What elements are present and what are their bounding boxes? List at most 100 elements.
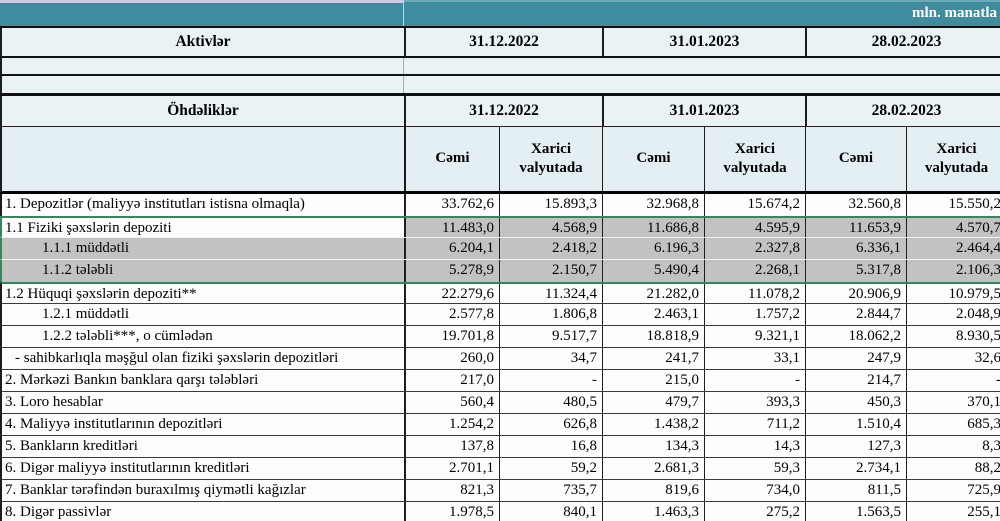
value-cell[interactable]: 11.653,9 xyxy=(805,218,906,237)
value-cell[interactable]: 11.686,8 xyxy=(602,218,704,237)
value-cell[interactable]: 5.278,9 xyxy=(404,260,499,282)
empty-row[interactable] xyxy=(0,58,1000,76)
value-cell[interactable]: 2.701,1 xyxy=(404,458,499,479)
value-cell[interactable]: 2.048,9 xyxy=(906,304,1000,325)
row-label-cell[interactable]: 5. Bankların kreditləri xyxy=(5,438,138,454)
row-label-cell[interactable]: 1. Depozitlər (maliyyə institutları isti… xyxy=(5,196,305,212)
value-cell[interactable]: 2.106,3 xyxy=(906,260,1000,282)
value-cell[interactable]: 11.324,4 xyxy=(499,284,602,303)
subheader-total-cell[interactable]: Cəmi xyxy=(805,127,906,191)
value-cell[interactable]: 19.701,8 xyxy=(404,326,499,347)
assets-date-cell[interactable]: 31.01.2023 xyxy=(602,28,805,56)
value-cell[interactable]: 2.681,3 xyxy=(602,458,704,479)
liabilities-date-cell[interactable]: 28.02.2023 xyxy=(805,96,1000,126)
row-label-cell[interactable]: 7. Banklar tərəfindən buraxılmış qiymətl… xyxy=(5,482,306,498)
subheader-empty-cell[interactable] xyxy=(2,127,404,191)
value-cell[interactable]: 2.418,2 xyxy=(499,238,602,259)
value-cell[interactable]: 33,1 xyxy=(704,348,805,369)
value-cell[interactable]: 2.844,7 xyxy=(805,304,906,325)
value-cell[interactable]: 6.336,1 xyxy=(805,238,906,259)
value-cell[interactable]: 59,3 xyxy=(704,458,805,479)
value-cell[interactable]: 2.734,1 xyxy=(805,458,906,479)
value-cell[interactable]: 10.979,5 xyxy=(906,284,1000,303)
value-cell[interactable]: 275,2 xyxy=(704,502,805,521)
value-cell[interactable]: 15.550,2 xyxy=(906,194,1000,216)
liabilities-title-cell[interactable]: Öhdəliklər xyxy=(167,102,239,119)
value-cell[interactable]: 9.517,7 xyxy=(499,326,602,347)
liabilities-date-cell[interactable]: 31.12.2022 xyxy=(404,96,602,126)
value-cell[interactable]: 2.577,8 xyxy=(404,304,499,325)
value-cell[interactable]: 560,4 xyxy=(404,392,499,413)
value-cell[interactable]: 393,3 xyxy=(704,392,805,413)
value-cell[interactable]: 134,3 xyxy=(602,436,704,457)
value-cell[interactable]: 247,9 xyxy=(805,348,906,369)
row-label-cell[interactable]: 1.2.2 tələbli***, o cümlədən xyxy=(42,328,213,344)
value-cell[interactable]: 2.268,1 xyxy=(704,260,805,282)
value-cell[interactable]: 20.906,9 xyxy=(805,284,906,303)
value-cell[interactable]: 22.279,6 xyxy=(404,284,499,303)
assets-date-cell[interactable]: 31.12.2022 xyxy=(404,28,602,56)
value-cell[interactable]: 725,9 xyxy=(906,480,1000,501)
row-label-cell[interactable]: 1.2.1 müddətli xyxy=(42,306,130,322)
value-cell[interactable]: 811,5 xyxy=(805,480,906,501)
value-cell[interactable]: 2.150,7 xyxy=(499,260,602,282)
row-label-cell[interactable]: 8. Digər passivlər xyxy=(5,504,112,520)
value-cell[interactable]: 370,1 xyxy=(906,392,1000,413)
value-cell[interactable]: 1.510,4 xyxy=(805,414,906,435)
value-cell[interactable]: 2.464,4 xyxy=(906,238,1000,259)
value-cell[interactable]: 137,8 xyxy=(404,436,499,457)
value-cell[interactable]: 1.438,2 xyxy=(602,414,704,435)
value-cell[interactable]: 6.204,1 xyxy=(404,238,499,259)
row-label-cell[interactable]: 2. Mərkəzi Bankın banklara qarşı tələblə… xyxy=(5,372,259,388)
value-cell[interactable]: 11.483,0 xyxy=(404,218,499,237)
value-cell[interactable]: 21.282,0 xyxy=(602,284,704,303)
value-cell[interactable]: 1.806,8 xyxy=(499,304,602,325)
value-cell[interactable]: 14,3 xyxy=(704,436,805,457)
row-label-cell[interactable]: 4. Maliyyə institutlarının depozitləri xyxy=(5,416,223,432)
value-cell[interactable]: 5.317,8 xyxy=(805,260,906,282)
value-cell[interactable]: 479,7 xyxy=(602,392,704,413)
value-cell[interactable]: 6.196,3 xyxy=(602,238,704,259)
value-cell[interactable]: 32.560,8 xyxy=(805,194,906,216)
value-cell[interactable]: 34,7 xyxy=(499,348,602,369)
empty-row[interactable] xyxy=(0,76,1000,96)
value-cell[interactable]: 1.757,2 xyxy=(704,304,805,325)
value-cell[interactable]: 59,2 xyxy=(499,458,602,479)
value-cell[interactable]: 255,1 xyxy=(906,502,1000,521)
value-cell[interactable]: 9.321,1 xyxy=(704,326,805,347)
value-cell[interactable]: 1.978,5 xyxy=(404,502,499,521)
row-label-cell[interactable]: 1.1 Fiziki şəxslərin depoziti xyxy=(5,220,172,236)
value-cell[interactable]: 8,3 xyxy=(906,436,1000,457)
value-cell[interactable]: 2.463,1 xyxy=(602,304,704,325)
value-cell[interactable]: 819,6 xyxy=(602,480,704,501)
value-cell[interactable]: 711,2 xyxy=(704,414,805,435)
value-cell[interactable]: 18.818,9 xyxy=(602,326,704,347)
value-cell[interactable]: 626,8 xyxy=(499,414,602,435)
value-cell[interactable]: 2.327,8 xyxy=(704,238,805,259)
value-cell[interactable]: 32,6 xyxy=(906,348,1000,369)
value-cell[interactable]: 16,8 xyxy=(499,436,602,457)
subheader-foreign-cell[interactable]: Xarici valyutada xyxy=(499,127,602,191)
value-cell[interactable]: 685,3 xyxy=(906,414,1000,435)
value-cell[interactable]: 18.062,2 xyxy=(805,326,906,347)
value-cell[interactable]: - xyxy=(499,370,602,391)
row-label-cell[interactable]: 1.1.2 tələbli xyxy=(2,260,404,282)
subheader-total-cell[interactable]: Cəmi xyxy=(602,127,704,191)
value-cell[interactable]: 127,3 xyxy=(805,436,906,457)
value-cell[interactable]: - xyxy=(704,370,805,391)
value-cell[interactable]: 4.568,9 xyxy=(499,218,602,237)
value-cell[interactable]: 33.762,6 xyxy=(404,194,499,216)
value-cell[interactable]: 15.893,3 xyxy=(499,194,602,216)
value-cell[interactable]: 15.674,2 xyxy=(704,194,805,216)
value-cell[interactable]: 821,3 xyxy=(404,480,499,501)
value-cell[interactable]: 4.595,9 xyxy=(704,218,805,237)
value-cell[interactable]: 1.463,3 xyxy=(602,502,704,521)
value-cell[interactable]: 5.490,4 xyxy=(602,260,704,282)
value-cell[interactable]: 480,5 xyxy=(499,392,602,413)
assets-date-cell[interactable]: 28.02.2023 xyxy=(805,28,1000,56)
value-cell[interactable]: 1.254,2 xyxy=(404,414,499,435)
value-cell[interactable]: 8.930,5 xyxy=(906,326,1000,347)
value-cell[interactable]: 4.570,7 xyxy=(906,218,1000,237)
liabilities-date-cell[interactable]: 31.01.2023 xyxy=(602,96,805,126)
value-cell[interactable]: 241,7 xyxy=(602,348,704,369)
